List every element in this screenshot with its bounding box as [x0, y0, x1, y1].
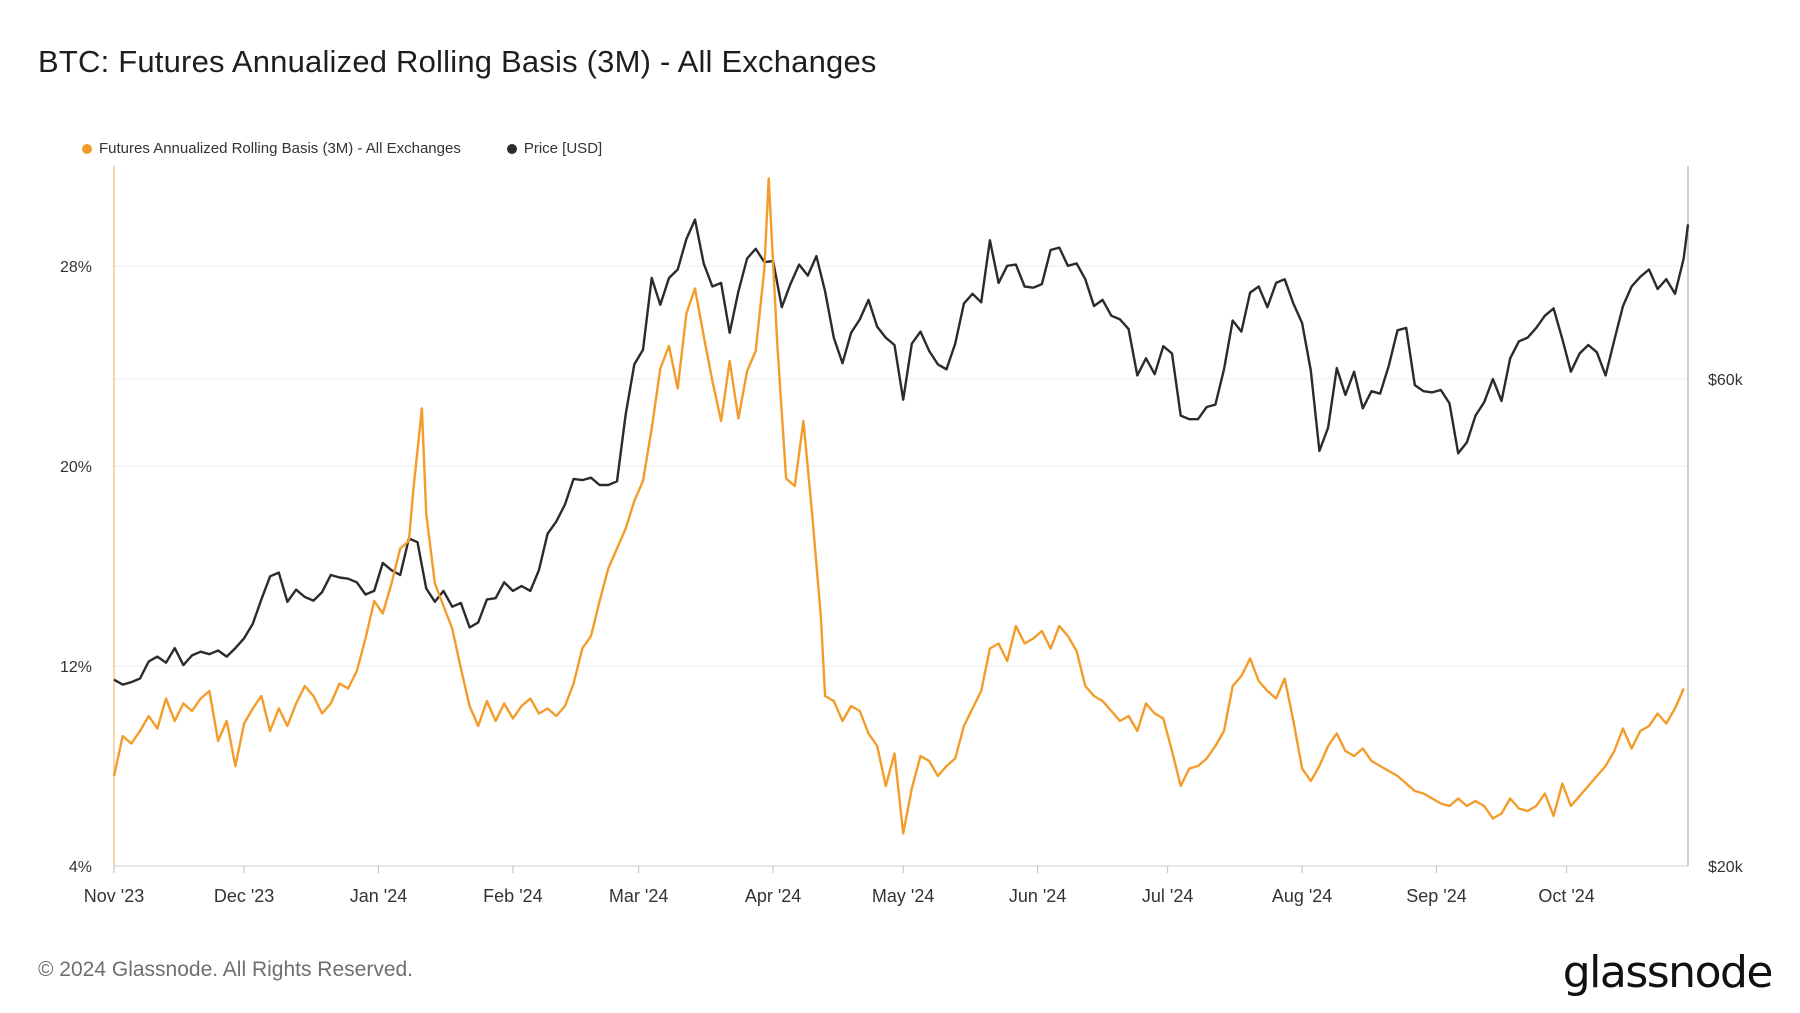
y-left-tick-label: 4% — [69, 859, 92, 876]
y-left-tick-label: 12% — [60, 659, 92, 676]
legend-label-price: Price [USD] — [523, 140, 603, 157]
x-tick-label: Aug '24 — [1272, 886, 1333, 906]
x-tick-label: Jan '24 — [350, 886, 407, 906]
x-tick-label: Oct '24 — [1538, 886, 1594, 906]
legend-label-basis: Futures Annualized Rolling Basis (3M) - … — [99, 140, 461, 157]
x-tick-label: Mar '24 — [609, 886, 668, 906]
y-left-tick-label: 28% — [60, 259, 92, 276]
x-tick-label: Apr '24 — [745, 886, 801, 906]
legend-item-basis[interactable]: Futures Annualized Rolling Basis (3M) - … — [82, 140, 461, 157]
basis-series-line — [112, 177, 1685, 835]
legend-item-price[interactable]: Price [USD] — [506, 140, 603, 157]
x-tick-label: Sep '24 — [1406, 886, 1467, 906]
chart-title: BTC: Futures Annualized Rolling Basis (3… — [38, 44, 877, 79]
chart-legend: Futures Annualized Rolling Basis (3M) - … — [82, 140, 602, 157]
x-tick-label: May '24 — [872, 886, 934, 906]
x-tick-label: Jun '24 — [1009, 886, 1066, 906]
x-tick-label: Feb '24 — [483, 886, 542, 906]
x-tick-label: Dec '23 — [214, 886, 274, 906]
copyright-footer: © 2024 Glassnode. All Rights Reserved. — [38, 958, 414, 981]
legend-dot-basis — [82, 143, 92, 154]
glassnode-logo: glassnode — [1562, 947, 1774, 998]
price-series-line — [113, 218, 1690, 686]
y-right-tick-label: $60k — [1708, 372, 1744, 389]
grid-lines — [114, 265, 1688, 867]
y-right-tick-label: $20k — [1708, 859, 1744, 876]
x-tick-label: Nov '23 — [84, 886, 144, 906]
y-right-axis-ticks: $20k $60k — [1708, 372, 1744, 876]
x-axis-ticks: Nov '23 Dec '23 Jan '24 Feb '24 Mar '24 Apr '… — [84, 866, 1595, 906]
y-left-axis-ticks: 4% 12% 20% 28% — [60, 259, 92, 876]
y-left-tick-label: 20% — [60, 459, 92, 476]
legend-dot-price — [506, 143, 517, 154]
x-tick-label: Jul '24 — [1142, 886, 1193, 906]
